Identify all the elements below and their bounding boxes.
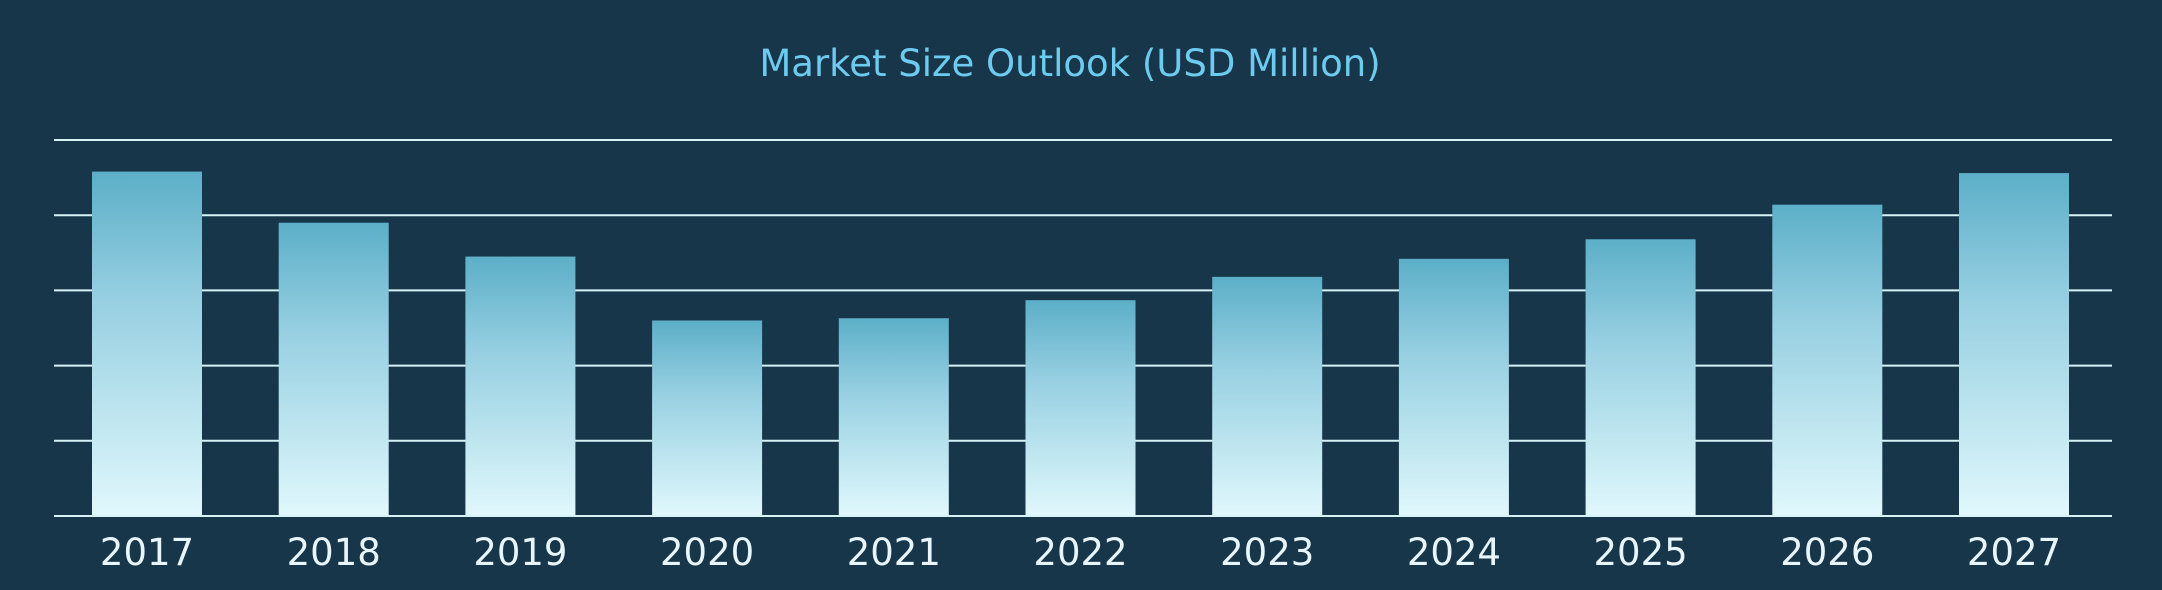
bar-2026 <box>1772 204 1883 516</box>
x-tick-label-2025: 2025 <box>1594 531 1688 574</box>
x-tick-label-2017: 2017 <box>100 531 194 574</box>
bar-2022 <box>1025 300 1136 516</box>
bar-2021 <box>838 318 949 516</box>
x-tick-label-2022: 2022 <box>1033 531 1127 574</box>
bar-2027 <box>1959 173 2069 516</box>
chart-title: Market Size Outlook (USD Million) <box>759 42 1380 85</box>
bar-2024 <box>1398 258 1509 516</box>
x-tick-label-2019: 2019 <box>473 531 567 574</box>
bar-2017 <box>92 171 202 517</box>
x-tick-label-2018: 2018 <box>287 531 381 574</box>
bar-2020 <box>652 320 763 516</box>
bar-2025 <box>1585 239 1696 516</box>
x-tick-label-2021: 2021 <box>847 531 941 574</box>
bar-2023 <box>1212 276 1323 516</box>
bar-2018 <box>278 222 389 516</box>
x-tick-label-2027: 2027 <box>1967 531 2061 574</box>
x-tick-label-2020: 2020 <box>660 531 754 574</box>
x-tick-label-2023: 2023 <box>1220 531 1314 574</box>
x-tick-label-2026: 2026 <box>1780 531 1874 574</box>
x-tick-label-2024: 2024 <box>1407 531 1501 574</box>
bar-2019 <box>465 256 576 516</box>
bars <box>54 171 2112 517</box>
x-tick-labels: 2017 2018 2019 2020 2021 2022 2023 2024 2025 2026… <box>100 531 2061 574</box>
